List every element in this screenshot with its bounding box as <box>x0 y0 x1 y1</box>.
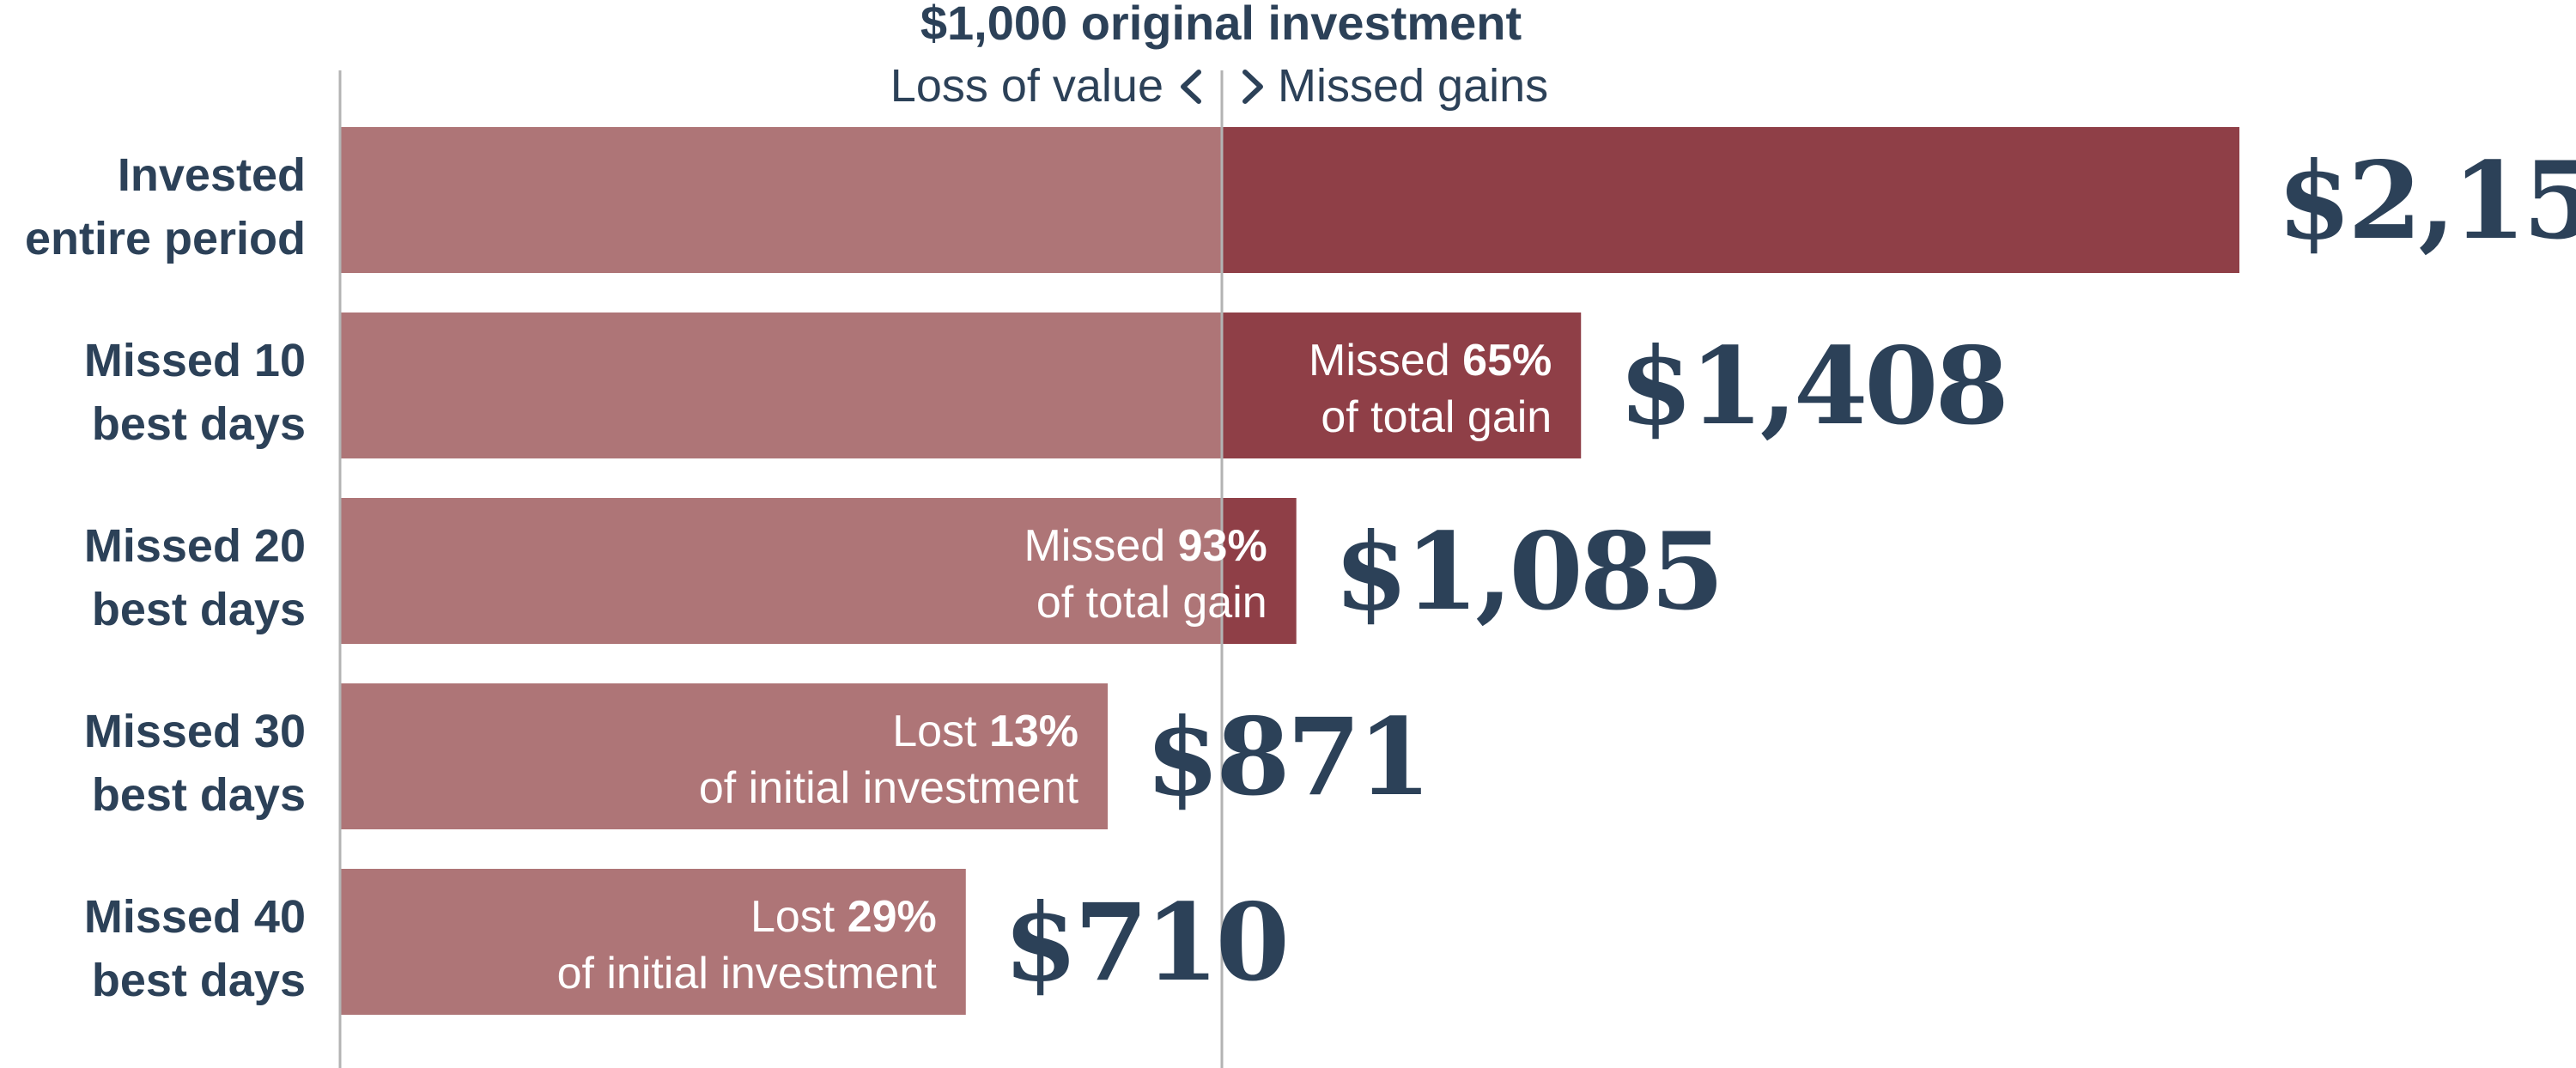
chart-header: $1,000 original investment Loss of value… <box>890 0 1548 112</box>
bar-annotation: Lost 13% <box>892 707 1078 756</box>
value-label: $2,155 <box>2277 139 2576 264</box>
bar-base-2 <box>340 313 1222 458</box>
bar-base-5 <box>340 869 966 1015</box>
bar-base-1 <box>340 127 1222 273</box>
chevron-right-icon <box>1242 70 1263 104</box>
bar-annotation-line2: of initial investment <box>699 763 1079 813</box>
bars-group <box>340 127 2239 1015</box>
value-label: $1,085 <box>1334 510 1722 634</box>
category-label: Invested entire period <box>25 149 306 264</box>
chart-title: $1,000 original investment <box>920 0 1522 50</box>
bar-annotation: Missed 93% <box>1024 521 1267 571</box>
category-label: Missed 10 best days <box>84 335 306 450</box>
category-label: Missed 20 best days <box>84 520 306 635</box>
bar-gain-1 <box>1221 127 2239 273</box>
category-label: Missed 30 best days <box>84 706 306 821</box>
value-label: $871 <box>1145 695 1428 820</box>
value-label: $1,408 <box>1619 325 2006 449</box>
chevron-left-icon <box>1181 70 1201 104</box>
bar-gain-2 <box>1221 313 1582 458</box>
bar-gain-3 <box>1221 498 1297 644</box>
value-label: $710 <box>1004 881 1286 1005</box>
bar-annotation-line2: of initial investment <box>557 949 938 998</box>
loss-of-value-label: Loss of value <box>890 60 1163 112</box>
category-label: Missed 40 best days <box>84 891 306 1006</box>
bar-annotation: Lost 29% <box>750 892 937 942</box>
bar-base-4 <box>340 683 1109 829</box>
bar-annotation-line2: of total gain <box>1321 392 1552 442</box>
missed-gains-label: Missed gains <box>1278 60 1548 112</box>
bar-base-3 <box>340 498 1222 644</box>
bar-annotation: Missed 65% <box>1309 336 1552 385</box>
bar-annotation-line2: of total gain <box>1036 578 1267 628</box>
